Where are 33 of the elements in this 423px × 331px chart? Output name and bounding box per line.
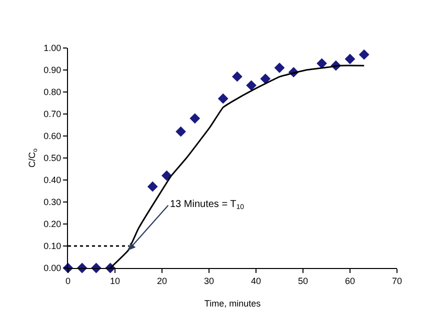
y-tick-label: 0.10 (44, 241, 62, 252)
y-tick-label: 0.50 (44, 153, 62, 164)
y-tick-label: 0.60 (44, 131, 62, 142)
point (274, 62, 285, 73)
y-tick-label: 0.80 (44, 87, 62, 98)
y-tick-label: 0.20 (44, 219, 62, 230)
point (344, 54, 356, 64)
point (316, 58, 327, 69)
x-tick-label: 60 (344, 276, 356, 286)
y-tick-label: 1.00 (44, 43, 62, 54)
point (260, 74, 271, 84)
point (246, 80, 256, 91)
x-tick-label: 50 (298, 276, 308, 286)
y-tick-label: 0.40 (44, 175, 62, 186)
point (232, 71, 242, 82)
y-tick-label: 0.30 (44, 197, 62, 208)
point (218, 93, 228, 104)
point (162, 170, 172, 181)
x-tick-label: 0 (65, 276, 71, 286)
point (147, 181, 158, 192)
annotation: 13 Minutes = T$_{10}$ (170, 199, 244, 212)
x-tick-label: 40 (250, 276, 262, 286)
point (358, 49, 370, 60)
x-tick-label: 20 (156, 276, 168, 286)
y-tick-label: 0.90 (44, 65, 62, 76)
point (176, 126, 186, 137)
y-tick-label: 0.70 (44, 109, 62, 120)
x-axis-title: Time, minutes (204, 298, 262, 309)
x-tick-label: 30 (204, 276, 214, 286)
x-tick-label: 10 (110, 276, 120, 286)
y-tick-label: 0.00 (44, 263, 62, 274)
x-tick-label: 70 (392, 276, 402, 286)
point (190, 113, 200, 124)
